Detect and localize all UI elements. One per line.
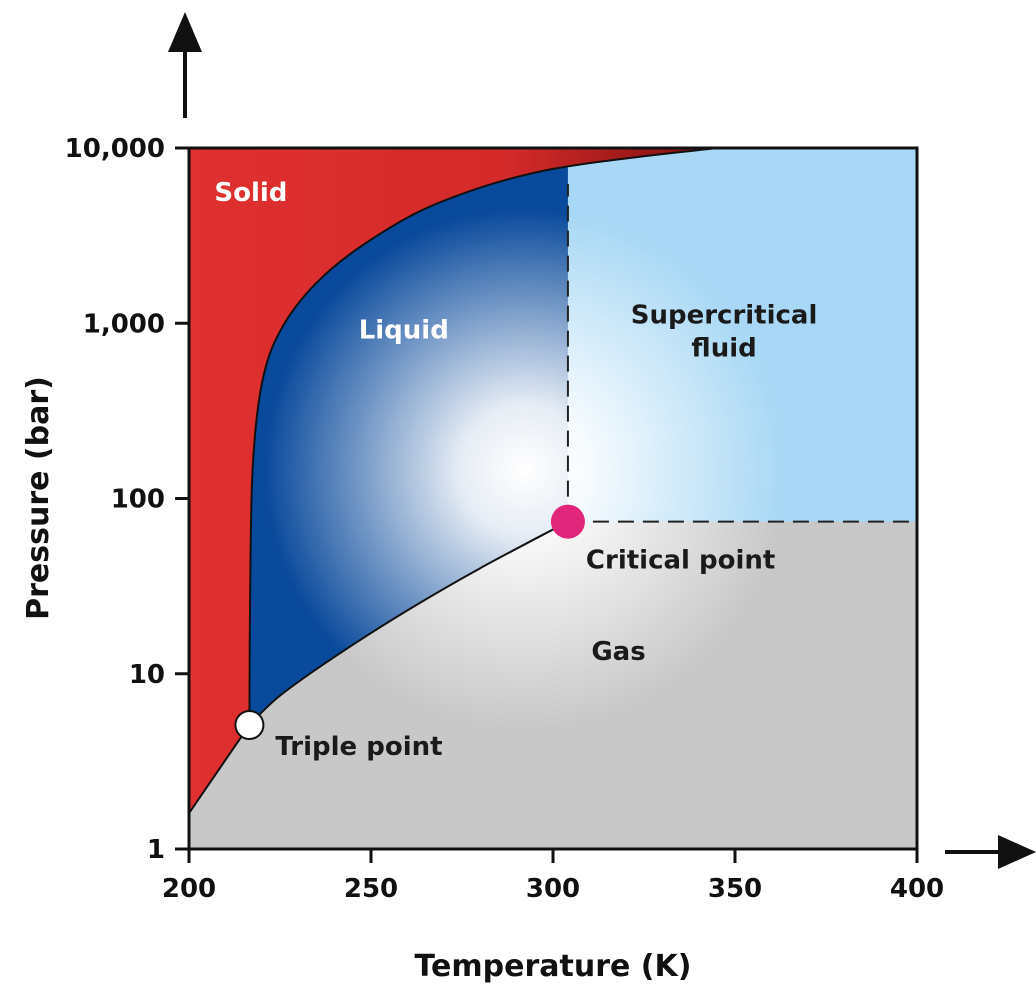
y-tick-label: 10,000 [65, 134, 165, 164]
region-labels: Solid Liquid Supercritical fluid Gas [214, 178, 817, 667]
y-tick-label: 1 [147, 835, 165, 865]
solid-region [189, 148, 717, 814]
x-tick-label: 250 [344, 874, 398, 904]
melting-curve [248, 148, 717, 726]
plot-area [189, 148, 917, 849]
x-axis-title: Temperature (K) [415, 949, 692, 984]
region-label-1: Solid [214, 178, 287, 208]
y-axis-arrow-icon [168, 12, 202, 52]
vaporization-curve [248, 520, 569, 726]
region-label-2: Liquid [359, 315, 449, 345]
x-tick-label: 200 [162, 874, 216, 904]
x-tick-label: 300 [526, 874, 580, 904]
critical-point-marker [550, 504, 585, 539]
critical-point-label: Critical point [586, 546, 775, 576]
y-tick-label: 100 [111, 485, 165, 515]
axes: 200 250 300 350 400 1 10 100 1,000 10,000 [65, 12, 1036, 904]
x-axis-arrow-icon [998, 835, 1036, 869]
y-axis-title: Pressure (bar) [21, 376, 56, 620]
triple-point-label: Triple point [275, 732, 442, 762]
y-tick-label: 10 [129, 660, 165, 690]
x-tick-label: 350 [708, 874, 762, 904]
region-label-3: Supercritical fluid [631, 300, 818, 363]
y-tick-label: 1,000 [83, 309, 165, 339]
x-tick-label: 400 [890, 874, 944, 904]
sublimation-curve [189, 724, 251, 814]
points: Triple point Critical point [234, 504, 775, 762]
region-label-4: Gas [591, 637, 645, 667]
triple-point-marker [234, 709, 265, 740]
